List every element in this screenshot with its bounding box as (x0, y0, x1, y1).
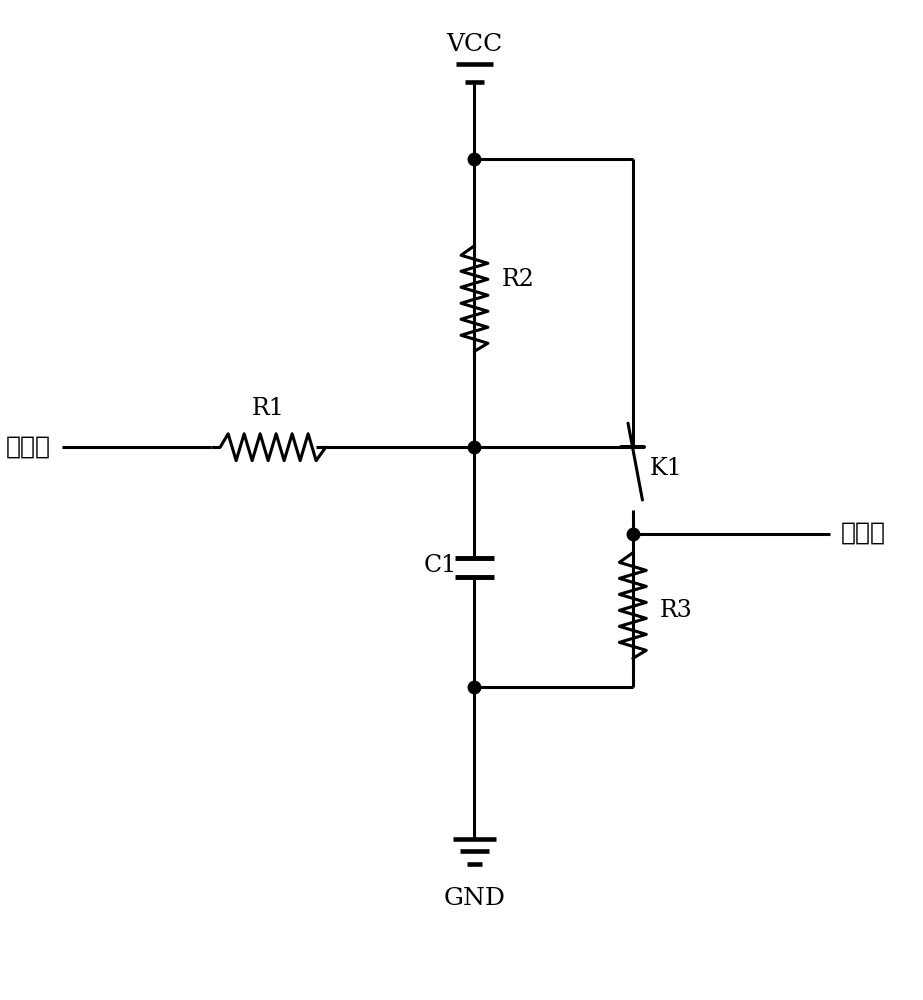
Text: 输出端: 输出端 (841, 522, 886, 545)
Text: C1: C1 (424, 554, 457, 577)
Text: R1: R1 (252, 397, 284, 420)
Text: 输入端: 输入端 (6, 436, 50, 459)
Text: VCC: VCC (447, 33, 503, 56)
Text: R3: R3 (660, 599, 692, 622)
Text: R2: R2 (501, 268, 534, 291)
Text: K1: K1 (650, 457, 683, 480)
Text: GND: GND (443, 887, 506, 910)
